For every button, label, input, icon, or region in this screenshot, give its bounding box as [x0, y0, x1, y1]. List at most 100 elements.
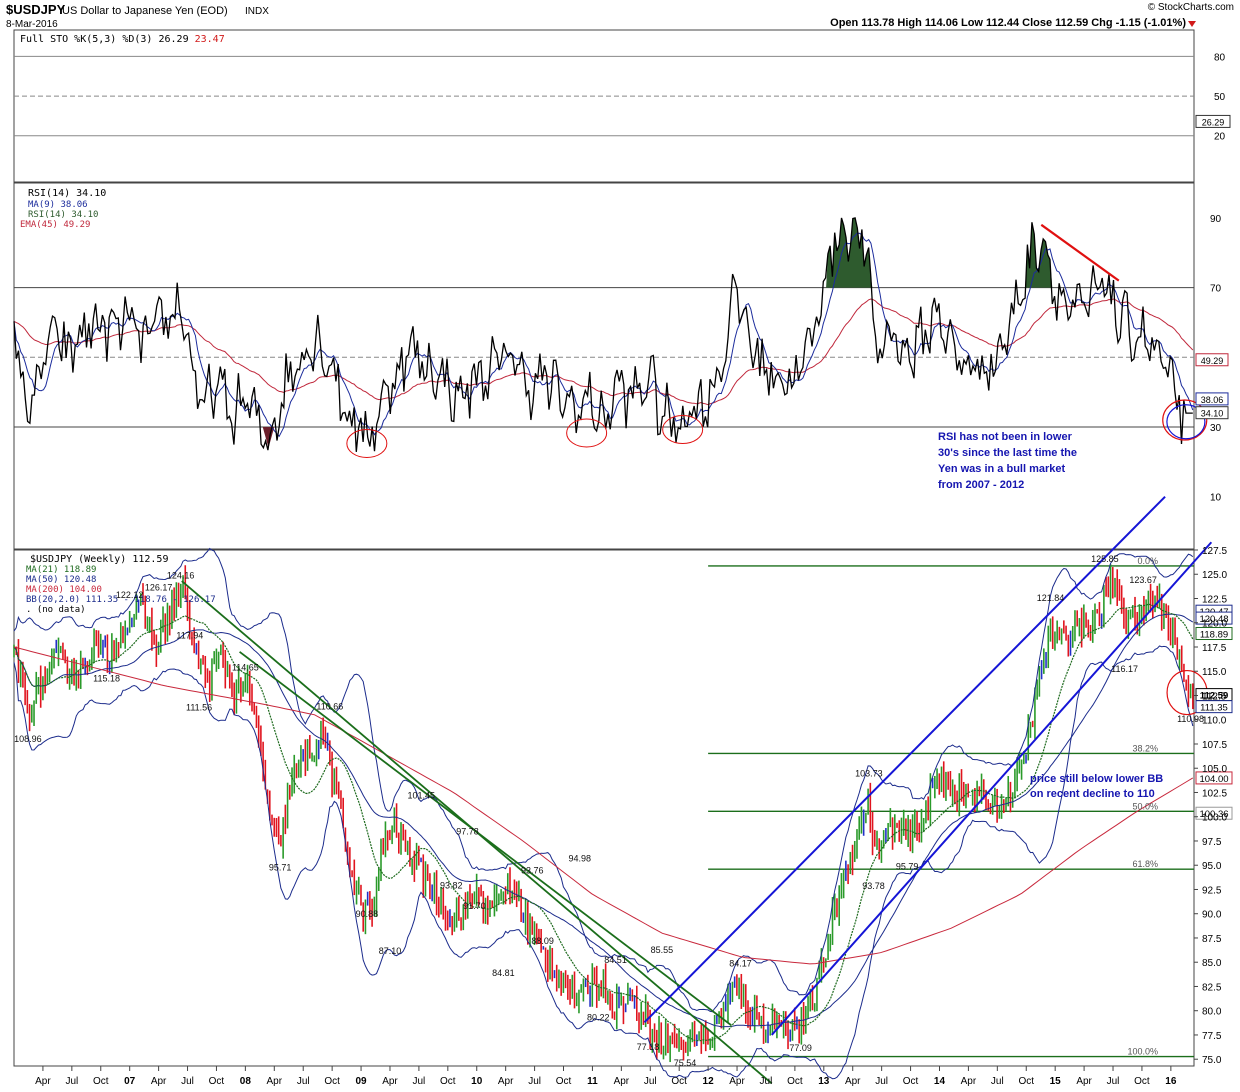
- price-tick-label: 87.5: [1202, 934, 1222, 945]
- price-point-label: 93.76: [521, 865, 544, 875]
- rsi-tick-label: 10: [1210, 493, 1222, 504]
- price-tick-label: 90.0: [1202, 910, 1222, 921]
- x-tick-label: 12: [703, 1076, 715, 1087]
- gridlines: [14, 55, 1194, 1058]
- x-tick-label: Jul: [991, 1076, 1004, 1087]
- price-point-label: 124.16: [167, 570, 195, 580]
- price-tick-label: 97.5: [1202, 837, 1222, 848]
- downtrend-line: [239, 651, 732, 1026]
- price-note-2: on recent decline to 110: [1030, 788, 1155, 800]
- price-point-label: 84.81: [492, 968, 515, 978]
- x-tick-label: Oct: [93, 1076, 109, 1087]
- rsi-value-badge-text: 34.10: [1201, 409, 1224, 419]
- close-badge-text: 112.59: [1200, 691, 1229, 702]
- price-point-label: 103.73: [855, 769, 883, 779]
- rsi-legend-ema: EMA(45) 49.29: [20, 220, 90, 230]
- axes: Apr Jul Oct 07 Apr Jul Oct 08 Apr Jul Oct 09 Apr Jul O…: [35, 52, 1227, 1087]
- price-point-label: 75.54: [674, 1058, 697, 1068]
- price-tick-label: 117.5: [1202, 643, 1227, 654]
- price-point-label: 123.67: [1129, 575, 1157, 585]
- rsi-divergence-line: [1040, 223, 1120, 282]
- down-arrow-icon: [1188, 21, 1196, 27]
- x-tick-label: 14: [934, 1076, 946, 1087]
- x-tick-label: Jul: [528, 1076, 541, 1087]
- sto-panel: [13, 29, 1195, 183]
- x-tick-label: Oct: [556, 1076, 572, 1087]
- price-point-label: 110.98: [1177, 714, 1204, 724]
- rsi-note-3: Yen was in a bull market: [938, 463, 1065, 475]
- symbol-title: $USDJPY: [6, 2, 66, 17]
- rsi-note-1: RSI has not been in lower: [938, 431, 1073, 443]
- price-tick-label: 127.5: [1202, 546, 1227, 557]
- bollinger-lower: [13, 645, 1194, 1080]
- rsi-oversold-fill: [262, 427, 275, 448]
- price-series: [13, 547, 1194, 1080]
- ma200-line: [13, 646, 1194, 965]
- x-tick-label: Jul: [760, 1076, 773, 1087]
- bollinger-upper: [13, 547, 1194, 1013]
- x-tick-label: Apr: [1076, 1076, 1092, 1087]
- x-tick-label: Jul: [875, 1076, 888, 1087]
- price-point-label: 84.51: [604, 955, 627, 965]
- x-tick-label: Apr: [35, 1076, 51, 1087]
- price-point-label: 88.09: [531, 936, 554, 946]
- x-tick-label: 07: [124, 1076, 136, 1087]
- price-title: $USDJPY (Weekly) 112.59: [30, 554, 168, 565]
- price-point-label: 94.98: [568, 853, 591, 863]
- price-tick-label: 112.5: [1202, 691, 1227, 702]
- ma200-badge: [1195, 771, 1233, 785]
- rsi-overbought-fill: [1022, 222, 1053, 288]
- price-point-label: 101.45: [407, 791, 435, 801]
- price-point-label: 121.84: [1037, 593, 1065, 603]
- sto-legend: Full STO %K(5,3) %D(3) 26.29 23.47: [20, 34, 225, 45]
- rsi-current-circle: [1166, 404, 1206, 440]
- exchange-label: INDX: [245, 6, 269, 17]
- sto-tick-label: 20: [1214, 132, 1226, 143]
- fib-label: 50.0%: [1132, 801, 1158, 811]
- rsi-tick-label: 90: [1210, 214, 1222, 225]
- bb-lower-badge-text: 111.35: [1200, 703, 1228, 714]
- x-tick-label: Jul: [413, 1076, 426, 1087]
- price-point-label: 90.88: [356, 909, 379, 919]
- ma50-line: [13, 613, 1194, 1028]
- x-tick-label: Oct: [1134, 1076, 1150, 1087]
- rsi-note-4: from 2007 - 2012: [938, 479, 1024, 491]
- price-point-label: 85.55: [651, 945, 674, 955]
- price-tick-label: 122.5: [1202, 594, 1227, 605]
- sto-tick-label: 80: [1214, 52, 1226, 63]
- x-tick-label: 08: [240, 1076, 252, 1087]
- rsi-value-badge: [1195, 406, 1229, 420]
- rsi-ma-badge-text: 38.06: [1201, 395, 1224, 405]
- x-tick-label: Jul: [644, 1076, 657, 1087]
- price-point-label: 97.78: [456, 826, 479, 836]
- price-tick-label: 95.0: [1202, 861, 1222, 872]
- price-point-label: 122.12: [116, 590, 144, 600]
- x-tick-label: Apr: [151, 1076, 167, 1087]
- price-note-1: price still below lower BB: [1030, 773, 1163, 785]
- price-point-label: 84.17: [729, 958, 752, 968]
- ma200-badge-text: 104.00: [1199, 774, 1228, 785]
- price-point-label: 91.70: [463, 901, 486, 911]
- x-tick-label: Apr: [729, 1076, 745, 1087]
- rsi-tick-label: 30: [1210, 423, 1222, 434]
- price-tick-label: 77.5: [1202, 1031, 1222, 1042]
- rsi-ema-line: [13, 298, 1194, 406]
- price-point-label: 77.09: [789, 1043, 812, 1053]
- rsi-ema-badge-text: 49.29: [1201, 356, 1224, 366]
- price-point-label: 126.17: [145, 583, 173, 593]
- x-tick-label: Apr: [845, 1076, 861, 1087]
- price-point-label: 114.65: [232, 663, 259, 673]
- price-point-label: 80.22: [587, 1013, 610, 1023]
- rsi-oversold-circle: [346, 428, 388, 458]
- ma21-line: [13, 603, 1194, 1042]
- x-tick-label: Oct: [209, 1076, 225, 1087]
- legend-ma21: MA(21) 118.89: [26, 565, 96, 575]
- fib50-badge: [1195, 806, 1233, 820]
- sto-value-badge: [1195, 114, 1231, 128]
- rsi-ema-badge: [1195, 353, 1229, 367]
- sto-k-value: 26.29: [158, 34, 188, 45]
- x-tick-label: Oct: [903, 1076, 919, 1087]
- price-tick-label: 100.0: [1202, 813, 1227, 824]
- rsi-title: RSI(14) 34.10: [28, 188, 106, 199]
